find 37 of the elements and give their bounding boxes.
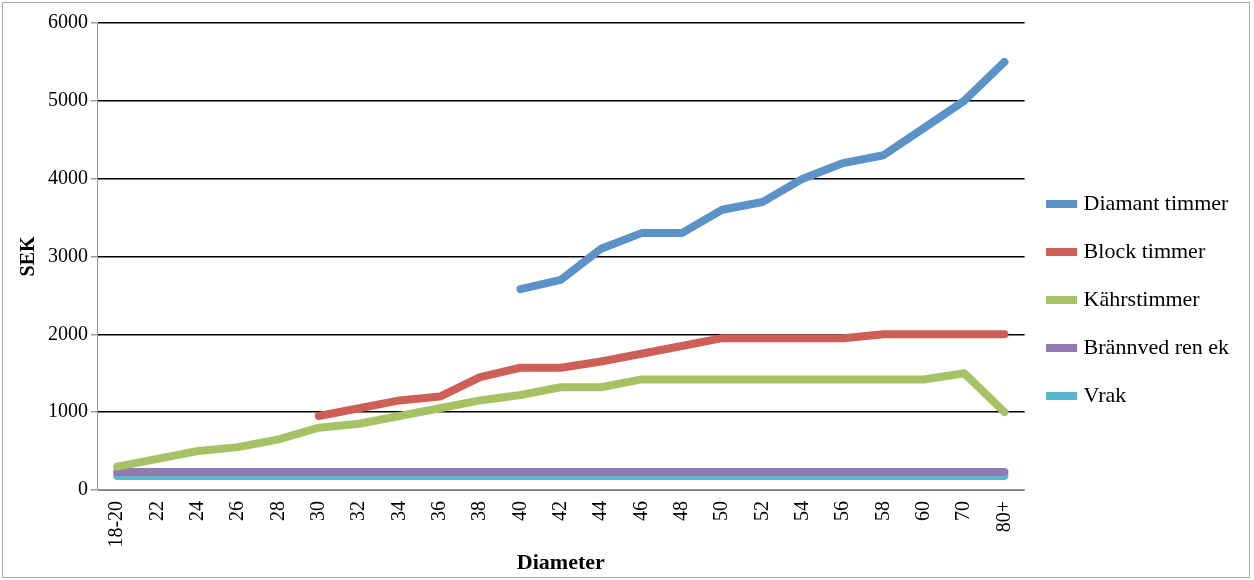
y-tick-label: 1000 (48, 399, 88, 422)
y-tick-label: 4000 (48, 165, 88, 188)
legend-label: Block timmer (1083, 237, 1206, 263)
x-tick-label: 60 (911, 500, 934, 521)
x-tick-label: 48 (669, 500, 692, 521)
x-tick-label: 56 (830, 500, 853, 521)
y-tick-label: 3000 (48, 243, 88, 266)
y-tick-label: 6000 (48, 10, 88, 33)
x-tick-label: 42 (548, 500, 571, 521)
x-tick-label: 80+ (991, 500, 1014, 533)
x-tick-label: 54 (790, 500, 813, 521)
x-axis-title: Diameter (516, 549, 606, 575)
legend-label: Vrak (1083, 381, 1127, 407)
x-tick-label: 26 (225, 500, 248, 521)
y-axis-title: SEK (16, 236, 39, 277)
x-tick-label: 40 (507, 500, 530, 521)
x-tick-label: 46 (628, 500, 651, 521)
x-tick-label: 32 (346, 500, 369, 521)
x-tick-label: 50 (709, 500, 732, 521)
x-tick-label: 28 (265, 500, 288, 521)
x-tick-label: 30 (306, 500, 329, 521)
x-tick-label: 44 (588, 500, 611, 521)
x-tick-label: 70 (951, 500, 974, 521)
x-tick-label: 36 (427, 500, 450, 521)
x-tick-label: 22 (144, 500, 167, 521)
x-tick-label: 34 (386, 500, 409, 521)
y-tick-label: 0 (78, 477, 88, 500)
legend-label: Brännved ren ek (1083, 333, 1230, 359)
y-tick-label: 2000 (48, 321, 88, 344)
x-tick-label: 52 (749, 500, 772, 521)
x-tick-label: 58 (870, 500, 893, 521)
legend-label: Diamant timmer (1083, 189, 1230, 215)
y-tick-label: 5000 (48, 88, 88, 111)
x-tick-label: 18-20 (104, 500, 127, 548)
legend-label: Kährstimmer (1083, 285, 1201, 311)
x-tick-label: 24 (185, 500, 208, 521)
x-tick-label: 38 (467, 500, 490, 521)
